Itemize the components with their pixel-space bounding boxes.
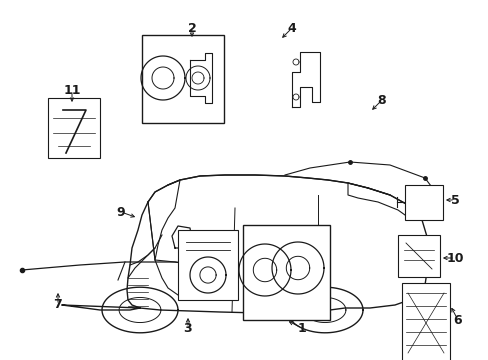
Text: 8: 8 — [377, 94, 386, 107]
Text: 6: 6 — [453, 314, 461, 327]
Bar — [178, 230, 238, 300]
Text: 5: 5 — [450, 194, 458, 207]
Bar — [142, 35, 224, 123]
Bar — [404, 185, 442, 220]
Bar — [48, 98, 100, 158]
Text: 2: 2 — [187, 22, 196, 35]
Text: 3: 3 — [183, 321, 192, 334]
Text: 7: 7 — [54, 298, 62, 311]
Text: 4: 4 — [287, 22, 296, 35]
Bar — [397, 235, 439, 277]
Bar — [401, 283, 449, 360]
Text: 9: 9 — [117, 206, 125, 219]
Bar — [243, 225, 329, 320]
Text: 10: 10 — [446, 252, 463, 265]
Text: 11: 11 — [63, 84, 81, 96]
Text: 1: 1 — [297, 321, 306, 334]
